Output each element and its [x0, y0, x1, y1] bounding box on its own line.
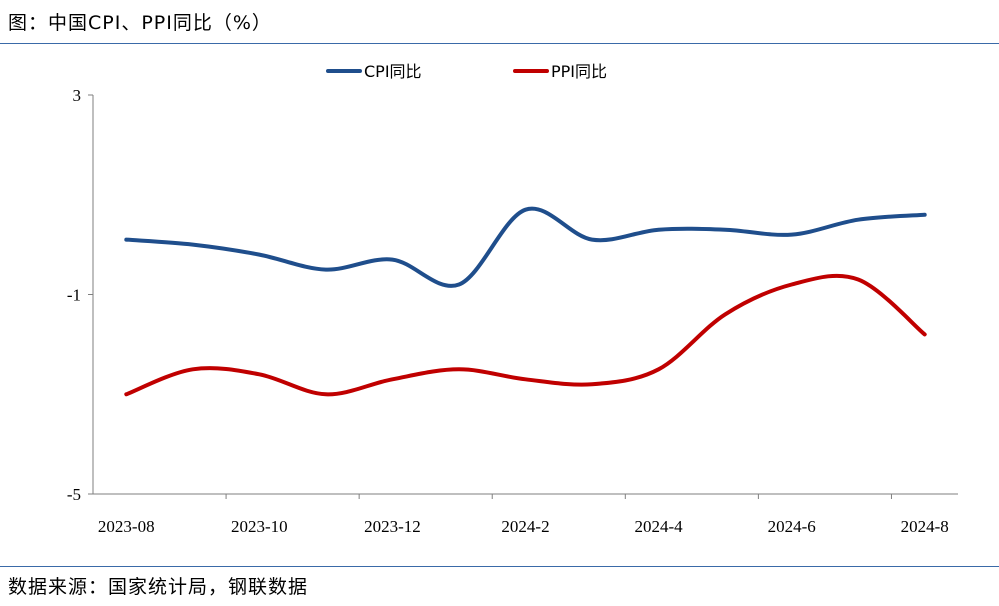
x-tick-label: 2024-2 — [501, 517, 549, 536]
y-tick-label: -1 — [67, 286, 81, 305]
series-lines — [124, 206, 927, 397]
x-tick-label: 2024-8 — [901, 517, 949, 536]
series-line-cpi — [124, 206, 927, 288]
axes: 3 -1 -5 2023-08 2023-10 2023-12 2024-2 2024-4 20… — [67, 86, 958, 536]
y-tick-label: -5 — [67, 485, 81, 504]
legend: CPI同比 PPI同比 — [326, 62, 607, 81]
top-rule — [0, 43, 999, 44]
chart-area: CPI同比 PPI同比 3 -1 -5 2023-08 2023-10 2023-12 202… — [67, 62, 958, 536]
chart-title: 图：中国CPI、PPI同比（%） — [8, 12, 272, 34]
bottom-rule — [0, 566, 999, 567]
x-tick-label: 2023-10 — [231, 517, 288, 536]
legend-label: CPI同比 — [364, 62, 422, 81]
y-tick-label: 3 — [73, 86, 82, 105]
x-tick-label: 2023-12 — [364, 517, 421, 536]
data-source-note: 数据来源：国家统计局，钢联数据 — [8, 576, 309, 598]
x-tick-label: 2024-4 — [634, 517, 683, 536]
x-tick-label: 2024-6 — [768, 517, 816, 536]
legend-label: PPI同比 — [551, 62, 607, 81]
x-tick-label: 2023-08 — [98, 517, 155, 536]
series-line-ppi — [124, 273, 927, 397]
